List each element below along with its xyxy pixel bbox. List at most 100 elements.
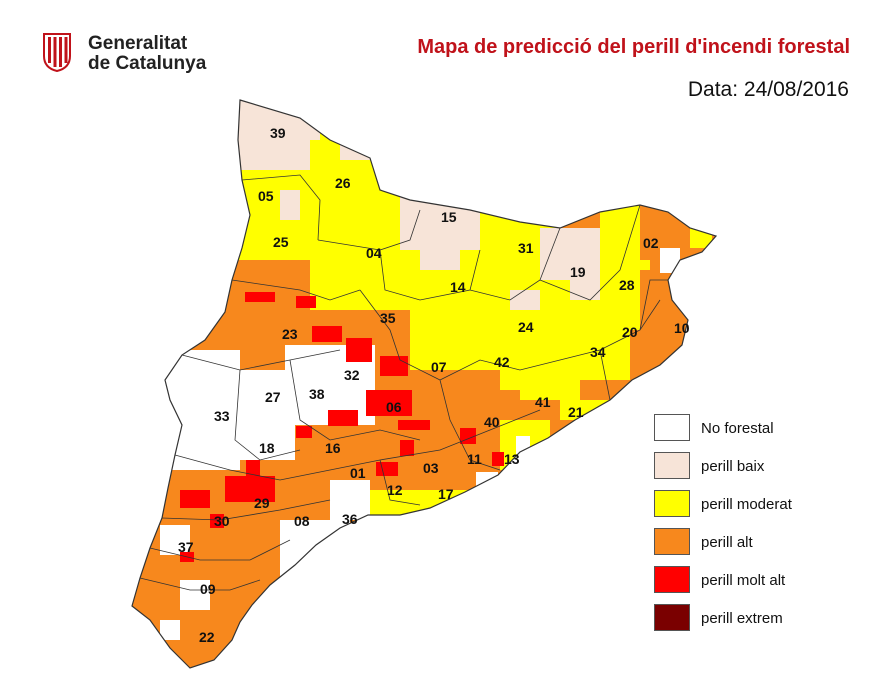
area-moltalt-40 — [460, 428, 476, 444]
map-date: Data: 24/08/2016 — [687, 78, 849, 101]
zone-label-18: 18 — [259, 440, 275, 456]
area-moltalt-06 — [366, 390, 412, 416]
area-baix-14 — [420, 240, 460, 270]
page-title: Mapa de predicció del perill d'incendi f… — [417, 36, 850, 58]
area-baix-26 — [340, 140, 370, 160]
zone-label-11: 11 — [467, 451, 482, 467]
zone-label-35: 35 — [380, 310, 396, 326]
zone-label-17: 17 — [438, 486, 454, 502]
area-moltalt-03b — [400, 440, 414, 456]
zone-label-40: 40 — [484, 414, 500, 430]
area-baix-05 — [280, 190, 300, 220]
legend-label: perill moderat — [701, 496, 792, 513]
zone-label-15: 15 — [441, 209, 457, 225]
zone-label-23: 23 — [282, 326, 298, 342]
zone-label-02: 02 — [643, 235, 659, 251]
map-legend: No forestal perill baix perill moderat p… — [654, 414, 854, 642]
zone-labels: 01 02 03 04 05 06 07 08 09 10 11 12 13 1… — [178, 125, 690, 645]
zone-label-16: 16 — [325, 440, 341, 456]
logo-line-2: de Catalunya — [88, 53, 207, 74]
logo-line-1: Generalitat — [88, 33, 188, 54]
zone-label-29: 29 — [254, 495, 270, 511]
area-moltalt-29 — [225, 476, 275, 502]
zone-label-36: 36 — [342, 511, 358, 527]
legend-item-molt-alt: perill molt alt — [654, 566, 854, 604]
legend-swatch — [654, 414, 690, 441]
zone-label-42: 42 — [494, 354, 510, 370]
area-noforestal-22 — [160, 620, 180, 640]
area-noforestal-17 — [476, 472, 498, 492]
zone-label-39: 39 — [270, 125, 286, 141]
zone-label-25: 25 — [273, 234, 289, 250]
zone-label-27: 27 — [265, 389, 281, 405]
area-moltalt-35a — [312, 326, 342, 342]
zone-label-09: 09 — [200, 581, 216, 597]
zone-label-22: 22 — [199, 629, 215, 645]
zone-label-06: 06 — [386, 399, 402, 415]
zone-label-28: 28 — [619, 277, 635, 293]
area-moltalt-06b — [328, 410, 358, 426]
legend-swatch — [654, 452, 690, 479]
legend-swatch — [654, 490, 690, 517]
area-noforestal-37 — [160, 525, 190, 555]
area-moltalt-30 — [180, 490, 210, 508]
area-noforestal-09 — [180, 580, 210, 610]
area-moltalt-18 — [246, 460, 260, 476]
legend-item-extrem: perill extrem — [654, 604, 854, 642]
legend-item-alt: perill alt — [654, 528, 854, 566]
zone-label-32: 32 — [344, 367, 360, 383]
area-noforestal-02 — [660, 248, 680, 273]
area-noforestal-08 — [280, 520, 350, 590]
zone-label-05: 05 — [258, 188, 274, 204]
legend-label: perill alt — [701, 534, 753, 551]
zone-label-13: 13 — [504, 451, 520, 467]
zone-boundaries — [139, 174, 668, 591]
zone-label-30: 30 — [214, 513, 230, 529]
area-moltalt-23a — [245, 292, 275, 302]
zone-label-04: 04 — [366, 245, 382, 261]
zone-label-21: 21 — [568, 404, 584, 420]
zone-label-41: 41 — [535, 394, 551, 410]
area-moltalt-13b — [492, 452, 504, 466]
area-baix-24 — [510, 290, 540, 310]
zone-label-07: 07 — [431, 359, 447, 375]
legend-swatch — [654, 604, 690, 631]
legend-label: No forestal — [701, 420, 774, 437]
generalitat-emblem-icon — [43, 33, 71, 72]
logo-text: Generalitat de Catalunya — [88, 34, 206, 74]
zone-label-20: 20 — [622, 324, 638, 340]
zone-label-03: 03 — [423, 460, 439, 476]
area-noforestal-08b — [300, 580, 330, 610]
area-moltalt-35b — [346, 338, 372, 362]
legend-item-baix: perill baix — [654, 452, 854, 490]
area-moderat-41 — [520, 370, 580, 400]
legend-item-moderat: perill moderat — [654, 490, 854, 528]
zone-label-37: 37 — [178, 539, 194, 555]
area-moltalt-16 — [296, 426, 312, 438]
zone-label-33: 33 — [214, 408, 230, 424]
zone-label-31: 31 — [518, 240, 534, 256]
legend-label: perill extrem — [701, 610, 783, 627]
area-moltalt-06c — [398, 420, 430, 430]
area-noforestal-01 — [330, 480, 370, 520]
area-moderat-28 — [600, 270, 640, 330]
legend-swatch — [654, 528, 690, 555]
zone-label-01: 01 — [350, 465, 366, 481]
area-moltalt-07 — [380, 356, 408, 376]
legend-label: perill baix — [701, 458, 765, 475]
legend-item-no-forestal: No forestal — [654, 414, 854, 452]
legend-swatch — [654, 566, 690, 593]
area-moltalt-30b — [210, 514, 224, 528]
zone-label-08: 08 — [294, 513, 310, 529]
area-moltalt-03 — [376, 462, 398, 476]
legend-label: perill molt alt — [701, 572, 786, 589]
zone-label-24: 24 — [518, 319, 534, 335]
zone-label-34: 34 — [590, 344, 606, 360]
zone-label-19: 19 — [570, 264, 586, 280]
generalitat-logo: Generalitat de Catalunya — [40, 32, 240, 76]
zone-label-14: 14 — [450, 279, 466, 295]
zone-label-38: 38 — [309, 386, 325, 402]
zone-label-26: 26 — [335, 175, 351, 191]
area-moltalt-23b — [296, 296, 316, 308]
